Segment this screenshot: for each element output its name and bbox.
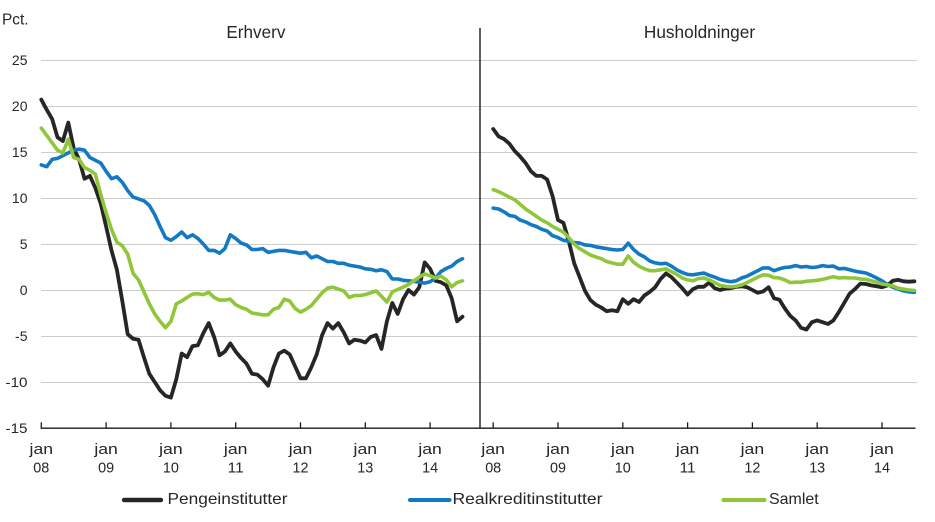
svg-text:-10: -10 (6, 374, 28, 390)
svg-text:20: 20 (12, 98, 28, 114)
svg-text:25: 25 (12, 52, 28, 68)
svg-text:Realkreditinstitutter: Realkreditinstitutter (453, 491, 604, 508)
svg-text:10: 10 (12, 190, 28, 206)
svg-text:jan: jan (804, 441, 829, 458)
svg-text:15: 15 (12, 144, 28, 160)
svg-text:09: 09 (98, 459, 114, 476)
svg-text:jan: jan (28, 441, 53, 458)
svg-text:Samlet: Samlet (769, 491, 819, 508)
svg-text:Erhverv: Erhverv (226, 22, 285, 42)
svg-text:Pengeinstitutter: Pengeinstitutter (168, 491, 289, 508)
svg-text:jan: jan (869, 441, 894, 458)
svg-text:Husholdninger: Husholdninger (644, 22, 755, 42)
svg-text:09: 09 (550, 459, 566, 476)
svg-text:12: 12 (293, 459, 309, 476)
svg-text:jan: jan (610, 441, 635, 458)
svg-text:-5: -5 (15, 328, 28, 344)
svg-text:14: 14 (874, 459, 890, 476)
svg-text:08: 08 (485, 459, 501, 476)
svg-text:11: 11 (228, 459, 244, 476)
svg-text:jan: jan (417, 441, 442, 458)
svg-text:jan: jan (93, 441, 118, 458)
svg-text:08: 08 (33, 459, 49, 476)
svg-text:jan: jan (158, 441, 183, 458)
svg-text:12: 12 (744, 459, 760, 476)
svg-text:10: 10 (163, 459, 179, 476)
svg-text:10: 10 (615, 459, 631, 476)
svg-text:jan: jan (480, 441, 505, 458)
svg-text:jan: jan (545, 441, 570, 458)
svg-text:Pct.: Pct. (2, 11, 29, 28)
svg-text:jan: jan (739, 441, 764, 458)
svg-text:0: 0 (20, 282, 28, 298)
svg-text:14: 14 (422, 459, 438, 476)
svg-text:13: 13 (357, 459, 373, 476)
svg-text:-15: -15 (6, 420, 28, 436)
svg-text:jan: jan (223, 441, 248, 458)
svg-text:jan: jan (288, 441, 313, 458)
svg-text:13: 13 (809, 459, 825, 476)
svg-text:jan: jan (675, 441, 700, 458)
svg-text:5: 5 (20, 236, 28, 252)
svg-text:11: 11 (680, 459, 696, 476)
svg-text:jan: jan (352, 441, 377, 458)
